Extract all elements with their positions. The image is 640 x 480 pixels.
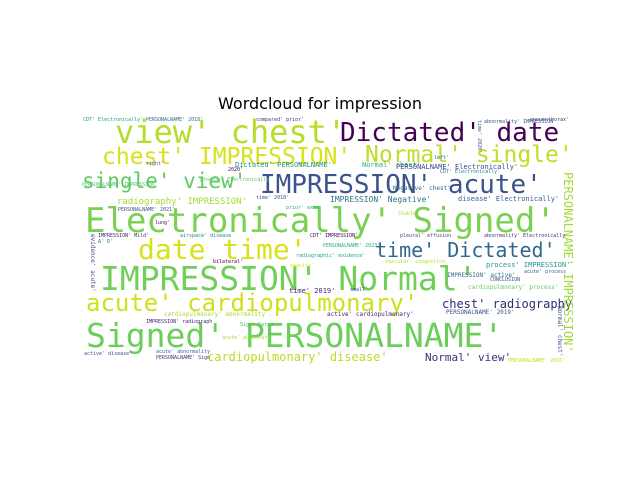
word: abnormality' Electronically	[484, 233, 566, 239]
word: right'	[146, 161, 165, 167]
word: Normal' single'	[365, 142, 573, 168]
word: radiography' IMPRESSION'	[117, 197, 248, 207]
wordcloud: view' chest' Dictated' date chest' IMPRE…	[80, 116, 580, 366]
word: PERSONALNAME' 2018'	[146, 117, 204, 123]
word: time' 2019'	[289, 287, 336, 295]
word: 2020'	[228, 167, 244, 173]
word: cardiopulmonary' disease'	[207, 350, 388, 364]
word: Electronically' Signed'	[85, 201, 556, 241]
word: Stable'	[398, 211, 420, 217]
word: IMPRESSION' Negative'	[330, 195, 432, 204]
word: disease' Electronically'	[458, 195, 560, 203]
word: opacity'	[290, 263, 315, 269]
word: date time'	[138, 233, 307, 266]
word: PERSONALNAME' 2016'	[508, 358, 566, 364]
word: Negative' chest'	[393, 185, 451, 192]
word: bilateral'	[213, 259, 244, 265]
word: PERSONALNAME' IMPRESSION'	[561, 172, 575, 353]
word: Dictated' PERSONALNAME'	[235, 161, 332, 169]
word: radiographic' evidence'	[296, 253, 366, 259]
word: cardiopulmonary' abnormality	[164, 311, 266, 318]
word: view' chest'	[115, 116, 347, 151]
word: PERSONALNAME' 2021'	[118, 207, 176, 213]
word: acute' pulmonary	[222, 335, 271, 341]
word: PERSONALNAME' 2023'	[323, 243, 381, 249]
word: vascular' congestion	[385, 259, 446, 265]
word: airspace' disease	[180, 233, 232, 239]
word: time' 2018'	[256, 195, 290, 201]
word: PERSONALNAME' Sign	[156, 355, 211, 361]
word: Normal' view'	[425, 351, 512, 364]
word: acute' cardiopulmonary'	[86, 289, 419, 317]
word: cardiopulmonary' process'	[468, 284, 559, 291]
word: CONCLUSION	[490, 277, 521, 283]
word: pneumothorax'	[530, 117, 570, 123]
word: pleural' effusion	[400, 233, 452, 239]
word: CDT' Electronically'	[83, 117, 144, 123]
word: time' Dictated'	[375, 238, 556, 262]
word: Normal' chest'	[556, 306, 563, 357]
word: IMPRESSION' Normal'	[100, 259, 478, 298]
word: Normal' chest'	[362, 161, 422, 169]
word: PERSONALNAME' 2019'	[446, 309, 515, 316]
word: evidence' acute'	[89, 234, 96, 292]
word: IMPRESSION' Mild'	[98, 233, 150, 239]
word: IMPRESSION' acute'	[260, 170, 542, 200]
word: PERSONALNAME' Electronically'	[396, 163, 519, 171]
word: active' disease'	[84, 351, 133, 357]
word: CDT' IMPRESSION'	[310, 233, 359, 239]
word: single' view'	[82, 169, 247, 193]
word: Dictated' date	[340, 118, 560, 148]
word: time' 2020'	[476, 120, 482, 154]
word: acute' process	[524, 269, 567, 275]
word: chest' IMPRESSION'	[102, 144, 352, 170]
word: CDT' Electronically'	[440, 169, 501, 175]
word: lung'	[155, 220, 171, 226]
word: IMPRESSION' active'	[447, 272, 516, 279]
word: abnormality' IMPRESSION'	[484, 119, 557, 125]
word: Signed' PERSONALNAME'	[86, 316, 504, 355]
wordcloud-title: Wordcloud for impression	[218, 94, 422, 113]
word: acute' abnormality	[156, 349, 211, 355]
word: left'	[434, 155, 450, 161]
word: prior' exam	[286, 205, 320, 211]
word: chest' radiography	[442, 297, 573, 311]
word: Sign' Dated	[240, 322, 274, 328]
word: process' IMPRESSION'	[486, 261, 571, 269]
word: compared' prior'	[256, 117, 305, 123]
word: active' cardiopulmonary'	[327, 311, 414, 318]
word: process' Electronically	[200, 177, 270, 183]
word: IMPRESSION' radiograph	[146, 319, 213, 325]
word: small'	[350, 287, 369, 293]
word: A' D'	[98, 239, 114, 245]
word: PERSONALNAME' IMPRESSION'	[82, 182, 158, 188]
